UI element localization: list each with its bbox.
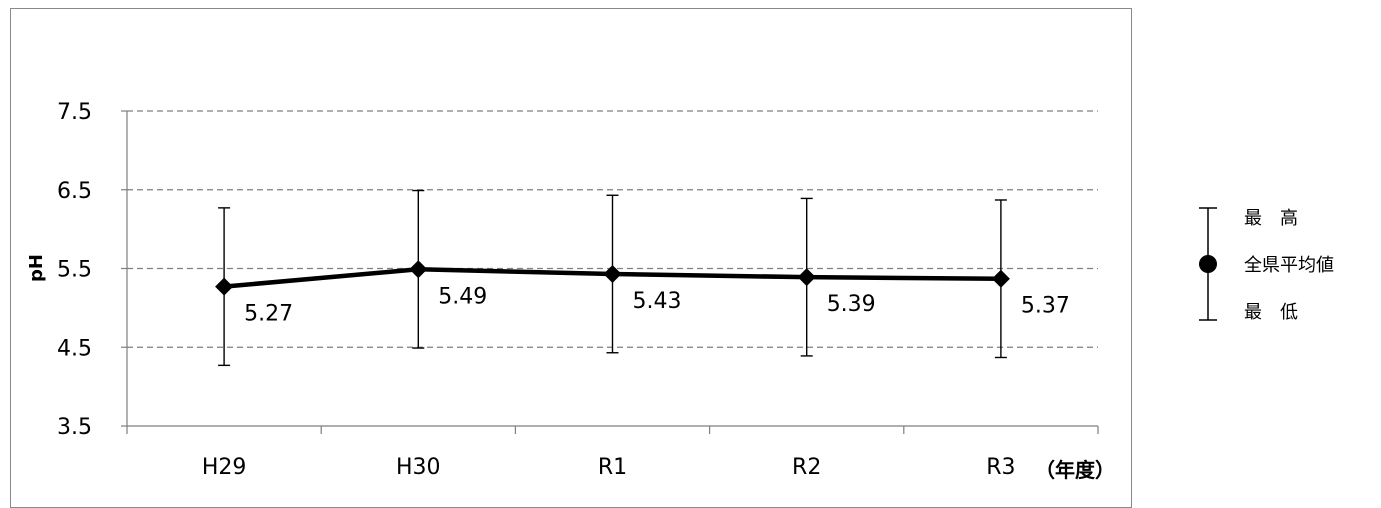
y-axis-title: pH — [26, 254, 47, 282]
x-tick-label: R3 — [986, 455, 1015, 480]
data-markers — [215, 260, 1010, 296]
x-tick-label: H29 — [202, 455, 247, 480]
data-label: 5.49 — [438, 284, 487, 309]
legend-max-label: 最 高 — [1244, 208, 1298, 229]
legend: 最 高 全県平均値 最 低 — [1199, 207, 1334, 323]
axes — [121, 110, 1099, 434]
legend-error-bar-icon — [1199, 207, 1217, 321]
data-label: 5.43 — [633, 289, 682, 314]
legend-mean-marker-icon — [1199, 255, 1217, 273]
y-tick-label: 5.5 — [57, 258, 92, 283]
data-label: 5.37 — [1021, 294, 1070, 319]
y-tick-label: 7.5 — [57, 100, 92, 125]
legend-min-label: 最 低 — [1244, 302, 1298, 323]
y-tick-labels: 3.5 4.5 5.5 6.5 7.5 — [57, 100, 92, 440]
data-point-marker — [603, 265, 622, 284]
data-labels: 5.27 5.49 5.43 5.39 5.37 — [244, 284, 1070, 326]
x-tick-label: R2 — [792, 455, 821, 480]
data-point-marker — [409, 260, 428, 279]
legend-mean-label: 全県平均値 — [1244, 255, 1334, 276]
data-label: 5.39 — [827, 292, 876, 317]
y-tick-label: 6.5 — [57, 179, 92, 204]
y-tick-label: 3.5 — [57, 415, 92, 440]
data-point-marker — [215, 277, 234, 296]
x-tick-labels: H29 H30 R1 R2 R3 — [202, 455, 1016, 480]
data-point-marker — [797, 268, 816, 287]
x-tick-label: R1 — [598, 455, 627, 480]
data-label: 5.27 — [244, 302, 293, 327]
data-point-marker — [991, 269, 1010, 288]
y-tick-label: 4.5 — [57, 336, 92, 361]
x-axis-unit: （年度） — [1035, 458, 1115, 482]
x-tick-label: H30 — [396, 455, 441, 480]
